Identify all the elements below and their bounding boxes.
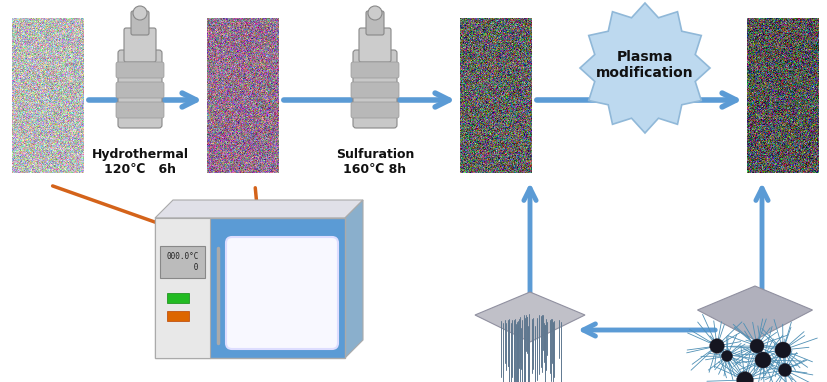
Text: Plasma
modification: Plasma modification [596, 50, 694, 80]
FancyBboxPatch shape [116, 62, 164, 78]
FancyBboxPatch shape [351, 102, 399, 118]
FancyBboxPatch shape [353, 50, 397, 128]
Text: 120℃   6h: 120℃ 6h [104, 163, 176, 176]
Bar [167, 293, 189, 303]
Circle shape [775, 342, 791, 358]
Bar [155, 218, 210, 358]
FancyBboxPatch shape [359, 28, 391, 62]
Circle shape [710, 339, 724, 353]
FancyBboxPatch shape [160, 246, 205, 278]
Circle shape [737, 372, 753, 382]
FancyBboxPatch shape [226, 237, 338, 349]
Text: 000.0°C
      0: 000.0°C 0 [166, 252, 198, 272]
Polygon shape [345, 200, 363, 358]
Polygon shape [697, 286, 812, 340]
Circle shape [750, 339, 764, 353]
FancyBboxPatch shape [366, 11, 384, 35]
Circle shape [755, 352, 771, 368]
Polygon shape [580, 3, 710, 133]
FancyBboxPatch shape [116, 82, 164, 98]
Text: Hydrothermal: Hydrothermal [92, 148, 189, 161]
Bar [155, 218, 345, 358]
Circle shape [778, 364, 791, 377]
FancyBboxPatch shape [118, 50, 162, 128]
Circle shape [368, 6, 382, 20]
Circle shape [133, 6, 147, 20]
FancyBboxPatch shape [351, 82, 399, 98]
Polygon shape [475, 292, 585, 342]
Circle shape [721, 351, 733, 361]
FancyBboxPatch shape [124, 28, 156, 62]
Bar [167, 311, 189, 321]
Text: 160℃ 8h: 160℃ 8h [343, 163, 407, 176]
Polygon shape [155, 200, 363, 218]
FancyBboxPatch shape [351, 62, 399, 78]
FancyBboxPatch shape [116, 102, 164, 118]
FancyBboxPatch shape [131, 11, 149, 35]
Text: Sulfuration: Sulfuration [336, 148, 414, 161]
